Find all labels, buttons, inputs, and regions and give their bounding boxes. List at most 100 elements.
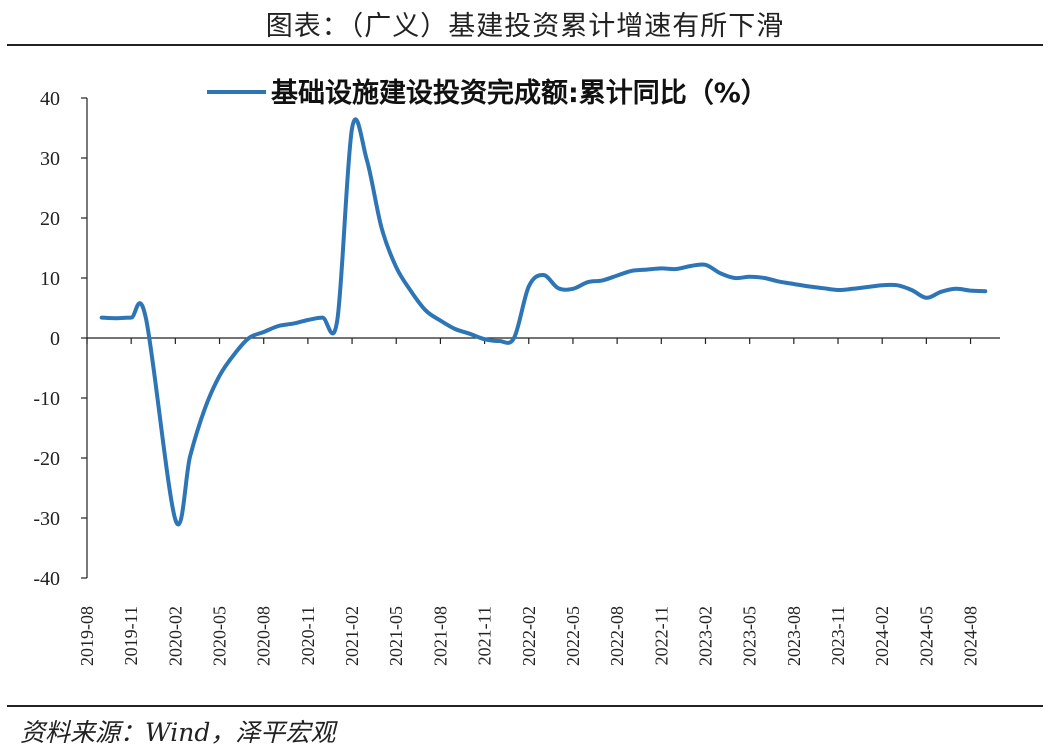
- data-point: [704, 263, 708, 267]
- data-point: [438, 319, 442, 323]
- data-point: [306, 318, 310, 322]
- legend-label: 基础设施建设投资完成额:累计同比（%）: [271, 77, 768, 109]
- data-point: [983, 289, 987, 293]
- x-tick-label: 2024-08: [961, 606, 981, 666]
- title-divider: [7, 44, 1043, 46]
- data-point: [777, 280, 781, 284]
- data-point: [733, 276, 737, 280]
- y-tick-label: 10: [40, 268, 60, 290]
- y-axis: 40 30 20 10 0 -10 -20 -30 -40: [33, 88, 88, 590]
- data-point: [571, 287, 575, 291]
- data-point: [586, 280, 590, 284]
- data-point: [836, 288, 840, 292]
- data-point: [173, 518, 177, 522]
- x-tick-label: 2019-11: [121, 606, 141, 665]
- x-tick-label: 2021-11: [475, 606, 495, 665]
- x-tick-label: 2023-11: [828, 606, 848, 665]
- chart-legend: 基础设施建设投资完成额:累计同比（%）: [207, 77, 768, 109]
- figure-title: 图表：（广义）基建投资累计增速有所下滑: [265, 11, 785, 42]
- data-point: [630, 269, 634, 273]
- source-divider: [7, 705, 1043, 707]
- data-point: [718, 271, 722, 275]
- data-point: [910, 288, 914, 292]
- data-point: [129, 316, 133, 320]
- y-tick-label: -20: [33, 448, 60, 470]
- data-point: [115, 316, 119, 320]
- data-point: [276, 324, 280, 328]
- x-tick-label: 2024-05: [916, 606, 936, 666]
- y-tick-label: -30: [33, 508, 60, 530]
- data-point: [659, 266, 663, 270]
- data-point: [807, 284, 811, 288]
- data-point: [100, 316, 104, 320]
- series-line: [99, 117, 988, 527]
- data-point: [350, 126, 354, 130]
- data-point: [866, 285, 870, 289]
- data-point: [689, 264, 693, 268]
- x-axis: 2019-08 2019-11 2020-02 2020-05 2020-08 2020-…: [77, 337, 1000, 666]
- data-point: [674, 267, 678, 271]
- data-point: [188, 454, 192, 458]
- x-tick-label: 2021-08: [430, 606, 450, 666]
- data-point: [218, 374, 222, 378]
- y-tick-label: -10: [33, 388, 60, 410]
- data-point: [512, 336, 516, 340]
- data-point: [468, 332, 472, 336]
- x-tick-label: 2023-05: [740, 606, 760, 666]
- x-tick-label: 2020-11: [298, 606, 318, 665]
- data-point: [924, 296, 928, 300]
- data-point: [880, 283, 884, 287]
- data-points: [100, 126, 988, 522]
- data-point: [542, 273, 546, 277]
- data-point: [792, 282, 796, 286]
- x-tick-label: 2020-05: [210, 606, 230, 666]
- x-tick-label: 2023-02: [695, 606, 715, 666]
- data-point: [203, 407, 207, 411]
- data-point: [748, 275, 752, 279]
- x-tick-label: 2022-02: [519, 606, 539, 666]
- data-point: [762, 276, 766, 280]
- data-point: [409, 289, 413, 293]
- data-point: [556, 286, 560, 290]
- data-point: [483, 337, 487, 341]
- line-chart: 基础设施建设投资完成额:累计同比（%） 40 30 20 10 0 -10 -20 -30 -4…: [33, 77, 1000, 666]
- y-tick-label: 40: [40, 88, 60, 110]
- data-point: [262, 330, 266, 334]
- data-point: [895, 283, 899, 287]
- source-note: 资料来源：Wind，泽平宏观: [20, 718, 336, 747]
- x-tick-label: 2020-08: [254, 606, 274, 666]
- data-point: [615, 274, 619, 278]
- data-point: [969, 289, 973, 293]
- x-tick-label: 2022-05: [563, 606, 583, 666]
- x-tick-label: 2022-11: [651, 606, 671, 665]
- data-point: [247, 336, 251, 340]
- y-tick-label: -40: [33, 568, 60, 590]
- data-point: [144, 316, 148, 320]
- data-point: [365, 158, 369, 162]
- data-point: [321, 316, 325, 320]
- data-point: [600, 278, 604, 282]
- data-point: [954, 287, 958, 291]
- x-tick-label: 2020-02: [165, 606, 185, 666]
- data-point: [394, 265, 398, 269]
- data-point: [453, 327, 457, 331]
- x-tick-label: 2023-08: [784, 606, 804, 666]
- data-point: [851, 287, 855, 291]
- y-tick-label: 20: [40, 208, 60, 230]
- data-point: [232, 352, 236, 356]
- x-tick-label: 2021-02: [342, 606, 362, 666]
- x-tick-label: 2019-08: [77, 606, 97, 666]
- data-point: [497, 339, 501, 343]
- x-tick-label: 2022-08: [607, 606, 627, 666]
- data-point: [424, 308, 428, 312]
- data-point: [939, 290, 943, 294]
- data-point: [335, 318, 339, 322]
- data-point: [527, 284, 531, 288]
- data-point: [821, 286, 825, 290]
- data-point: [380, 226, 384, 230]
- x-tick-label: 2021-05: [386, 606, 406, 666]
- data-point: [645, 268, 649, 272]
- x-tick-label: 2024-02: [872, 606, 892, 666]
- y-tick-label: 0: [50, 328, 60, 350]
- y-tick-label: 30: [40, 148, 60, 170]
